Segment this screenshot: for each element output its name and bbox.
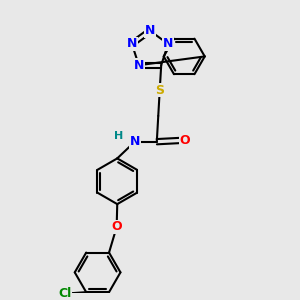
Text: O: O	[179, 134, 190, 147]
Text: O: O	[111, 220, 122, 233]
Text: H: H	[114, 131, 123, 141]
Text: N: N	[134, 59, 144, 72]
Text: Cl: Cl	[58, 287, 72, 300]
Text: S: S	[155, 84, 164, 97]
Text: N: N	[130, 135, 140, 148]
Text: N: N	[145, 24, 155, 37]
Text: N: N	[163, 38, 173, 50]
Text: N: N	[127, 38, 137, 50]
